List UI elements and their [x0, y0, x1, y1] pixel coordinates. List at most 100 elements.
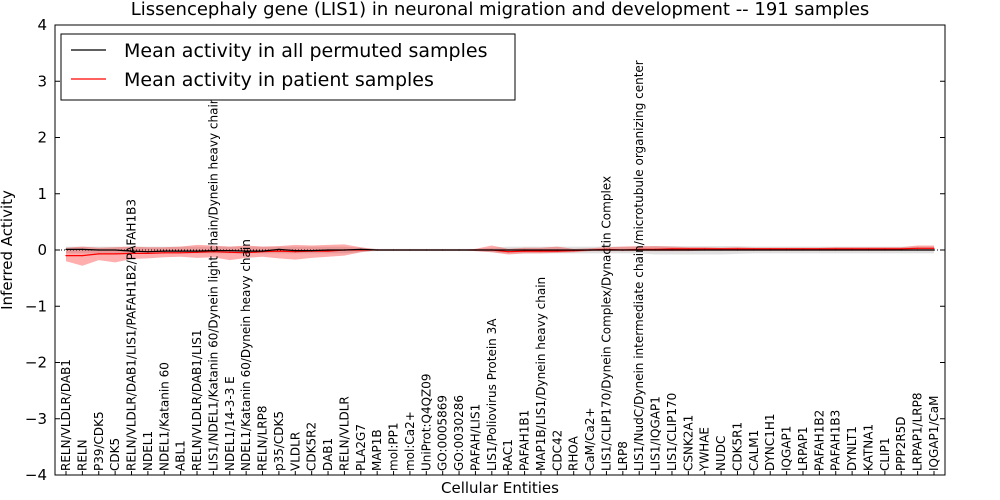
data-point-patient [98, 253, 100, 255]
category-label: ABL1 [174, 440, 188, 471]
data-point-patient [524, 250, 526, 252]
category-label: PLA2G7 [354, 424, 368, 471]
data-point-permuted [114, 249, 116, 251]
data-point-permuted [589, 249, 591, 251]
data-point-permuted [851, 249, 853, 251]
category-labels: RELN/VLDLR/DAB1 RELN P39/CDK5 CDK5 RELN/VLDL… [59, 60, 941, 475]
category-label: RELN/VLDLR [337, 396, 351, 471]
data-point-permuted [376, 249, 378, 251]
data-point-patient [884, 248, 886, 250]
category-label: LIS1/NDEL1/Katanin 60/Dynein light chain… [206, 97, 220, 471]
data-point-patient [736, 248, 739, 250]
data-point-permuted [835, 249, 837, 251]
data-point-patient [65, 255, 67, 257]
data-point-patient [802, 248, 804, 250]
data-point-permuted [900, 249, 902, 251]
category-label: CaM/Ca2+ [583, 407, 597, 471]
category-label: GO:0030286 [452, 395, 466, 471]
data-point-patient [147, 252, 149, 254]
category-label: VLDLR [288, 432, 302, 471]
category-label: DYNC1H1 [763, 413, 777, 471]
data-point-permuted [212, 250, 214, 252]
data-point-patient [163, 252, 165, 254]
category-label: GO:0005869 [436, 395, 450, 471]
data-point-patient [917, 247, 919, 249]
category-label: LIS1/CLIP170 [665, 393, 679, 471]
data-point-permuted [458, 249, 460, 251]
data-point-patient [245, 252, 247, 254]
category-label: LIS1/CLIP170/Dynein Complex/Dynactin Com… [599, 176, 613, 471]
data-point-permuted [802, 249, 804, 251]
data-point-permuted [147, 251, 149, 253]
data-point-patient [556, 250, 558, 252]
category-label: NUDC [714, 436, 728, 471]
data-point-patient [507, 251, 509, 253]
category-label: LRPAP1 [796, 426, 810, 471]
category-label: mol:Ca2+ [403, 411, 417, 471]
category-label: DAB1 [321, 438, 335, 471]
data-point-permuted [524, 249, 526, 251]
data-point-patient [753, 248, 755, 250]
category-label: LIS1/Poliovirus Protein 3A [485, 318, 499, 471]
category-label: PPP2R5D [894, 416, 908, 471]
data-point-patient [114, 253, 116, 255]
data-point-patient [851, 248, 853, 250]
series-lines [65, 247, 935, 257]
category-label: CDK5R2 [305, 422, 319, 471]
data-point-permuted [605, 249, 608, 251]
category-label: PAFAH1B3 [829, 410, 843, 471]
data-point-permuted [573, 249, 575, 251]
category-label: RELN/VLDLR/DAB1/LIS1 [190, 330, 204, 471]
data-point-patient [704, 248, 706, 250]
data-point-patient [130, 252, 133, 254]
category-label: mol:PP1 [387, 422, 401, 471]
category-label: RELN/VLDLR/DAB1/LIS1/PAFAH1B2/PAFAH1B3 [125, 199, 139, 471]
y-axis: −4 −3 −2 −1 0 1 2 3 4 [25, 16, 945, 484]
category-label: UniProt:Q4QZ09 [419, 373, 433, 471]
confidence-bands [66, 244, 934, 266]
category-label: CSNK2A1 [681, 415, 695, 471]
data-point-permuted [180, 250, 182, 252]
data-point-patient [81, 255, 83, 257]
legend-label-patient: Mean activity in patient samples [124, 69, 434, 91]
data-point-permuted [769, 249, 771, 251]
data-point-permuted [704, 249, 706, 251]
data-point-permuted [622, 249, 624, 251]
data-point-permuted [720, 249, 722, 251]
data-point-permuted [736, 249, 739, 251]
data-point-permuted [917, 249, 919, 251]
data-point-permuted [278, 248, 280, 250]
y-tick-label: 3 [37, 72, 47, 90]
data-point-patient [540, 250, 542, 252]
series-line-permuted [66, 248, 934, 253]
data-point-permuted [442, 249, 444, 251]
series-line-patient [66, 247, 934, 257]
y-tick-label: −2 [25, 354, 47, 372]
data-point-patient [835, 248, 837, 250]
category-label: CDC42 [550, 430, 564, 471]
category-label: PAFAH/LIS1 [468, 404, 482, 471]
data-point-permuted [867, 249, 870, 251]
category-label: NDEL1/14-3-3 E [223, 376, 237, 471]
data-point-permuted [687, 249, 689, 251]
category-label: CALM1 [747, 430, 761, 471]
data-point-permuted [245, 250, 247, 252]
data-point-permuted [818, 249, 821, 251]
category-label: RELN/LRP8 [256, 405, 270, 471]
category-label: MAP1B [370, 429, 384, 471]
data-point-patient [818, 248, 821, 250]
data-point-patient [933, 247, 935, 249]
data-point-permuted [933, 249, 935, 251]
category-label: LIS1/IQGAP1 [649, 396, 663, 471]
data-point-permuted [655, 249, 657, 251]
data-point-patient [786, 248, 788, 250]
data-point-patient [196, 251, 198, 253]
data-point-permuted [556, 249, 558, 251]
data-point-permuted [540, 249, 542, 251]
data-point-permuted [130, 250, 133, 252]
data-point-permuted [343, 249, 345, 251]
y-tick-label: 4 [37, 16, 47, 34]
data-point-patient [900, 248, 902, 250]
category-label: RELN/VLDLR/DAB1 [59, 359, 73, 471]
data-point-patient [294, 251, 296, 253]
